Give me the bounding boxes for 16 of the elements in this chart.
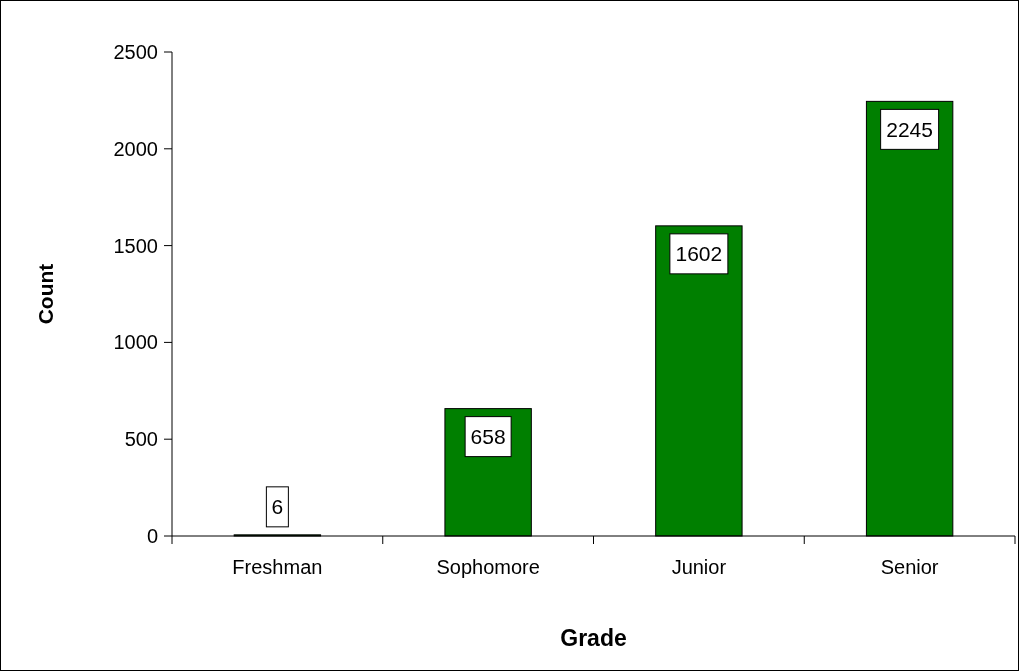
y-tick-label: 2500 (113, 41, 158, 63)
y-tick-label: 1500 (113, 234, 158, 257)
y-tick-label: 500 (124, 428, 158, 451)
data-label: 1602 (675, 242, 723, 266)
x-tick-label: Sophomore (436, 556, 540, 578)
x-tick-label: Junior (671, 556, 727, 578)
x-tick-label: Freshman (232, 556, 323, 578)
y-tick-label: 1000 (113, 331, 158, 354)
y-axis-title: Count (34, 263, 57, 325)
data-label: 6 (271, 495, 284, 519)
data-label: 658 (470, 425, 506, 449)
y-tick-label: 2000 (113, 137, 158, 160)
x-axis-title: Grade (560, 625, 627, 651)
y-tick-label: 0 (146, 525, 158, 547)
data-label: 2245 (886, 117, 933, 141)
x-tick-label: Senior (880, 556, 939, 578)
